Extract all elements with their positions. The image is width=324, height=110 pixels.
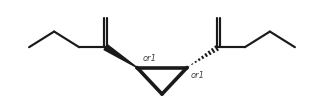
Polygon shape — [104, 45, 137, 68]
Text: or1: or1 — [143, 54, 156, 63]
Text: or1: or1 — [190, 71, 204, 80]
